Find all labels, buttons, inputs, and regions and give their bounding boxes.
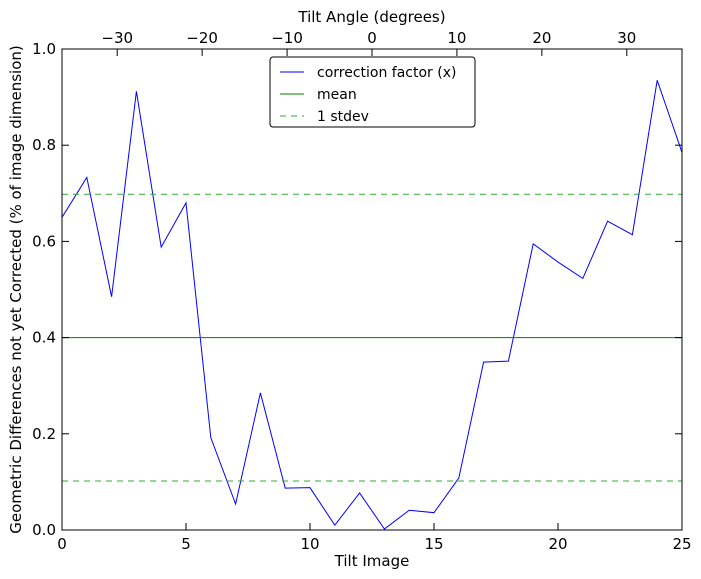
legend-label-stdev: 1 stdev <box>317 109 369 125</box>
y-tick-label: 1.0 <box>32 40 56 58</box>
top-x-tick-label: −20 <box>186 29 218 47</box>
y-tick-label: 0.0 <box>32 521 56 539</box>
legend: correction factor (x) mean 1 stdev <box>269 56 476 128</box>
top-x-tick-label: −10 <box>271 29 303 47</box>
x-axis-label: Tilt Image <box>334 552 410 570</box>
top-x-tick-label: 10 <box>447 29 466 47</box>
top-axis-label: Tilt Angle (degrees) <box>297 8 445 26</box>
y-tick-label: 0.4 <box>32 329 56 347</box>
series-line-0 <box>62 80 682 530</box>
y-axis-label: Geometric Differences not yet Corrected … <box>7 45 25 534</box>
legend-box <box>269 56 476 128</box>
top-x-tick-label: 30 <box>617 29 636 47</box>
top-x-tick-label: 0 <box>367 29 377 47</box>
x-tick-label: 0 <box>57 535 67 553</box>
y-tick-label: 0.6 <box>32 232 56 250</box>
x-tick-label: 20 <box>548 535 567 553</box>
top-x-tick-label: 20 <box>532 29 551 47</box>
plot-lines <box>62 80 682 530</box>
x-tick-label: 15 <box>424 535 443 553</box>
x-tick-label: 10 <box>300 535 319 553</box>
legend-label-mean: mean <box>317 87 357 103</box>
x-tick-label: 25 <box>672 535 691 553</box>
ticks: 0 5 10 15 20 25 −30 −20 −10 0 10 20 30 0.0 0.2 0.4 0.6 0.… <box>32 29 691 553</box>
legend-label-correction-factor: correction factor (x) <box>317 65 456 81</box>
top-x-tick-label: −30 <box>101 29 133 47</box>
y-tick-label: 0.8 <box>32 136 56 154</box>
y-tick-label: 0.2 <box>32 425 56 443</box>
x-tick-label: 5 <box>181 535 191 553</box>
